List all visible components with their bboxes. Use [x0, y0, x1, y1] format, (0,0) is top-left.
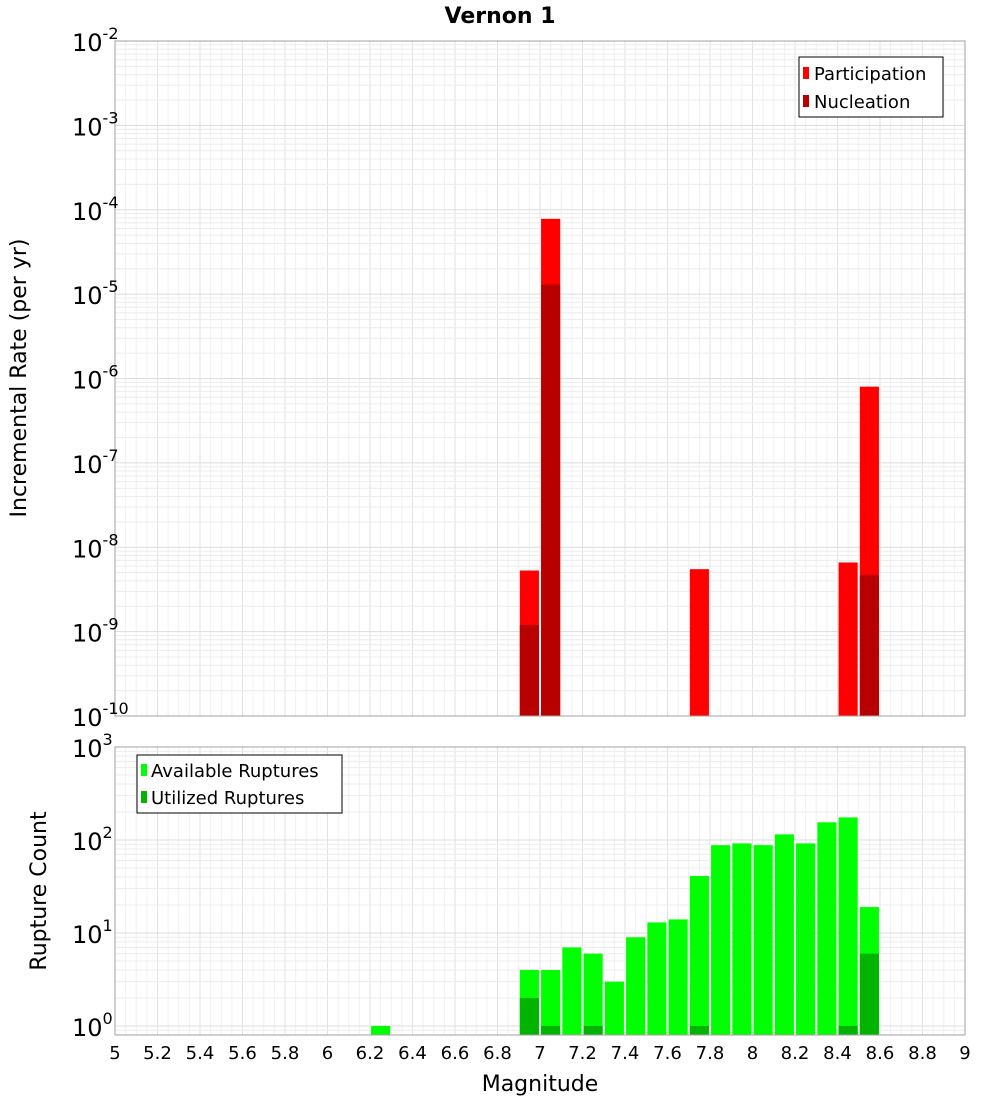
bar-count-series-1 — [859, 953, 879, 1035]
plot-frames — [114, 40, 966, 1036]
top-legend: Participation Nucleation — [798, 56, 944, 118]
x-tick-label: 8.8 — [908, 1043, 937, 1064]
bar-count-series-0 — [562, 947, 582, 1035]
bar-rate-series-0 — [689, 569, 709, 716]
bar-count-series-0 — [689, 876, 709, 1035]
y-tick-label: 103 — [72, 730, 113, 763]
y-tick-label: 10-2 — [72, 24, 119, 57]
bottom-legend: Available Ruptures Utilized Ruptures — [136, 754, 343, 814]
legend-label-available: Available Ruptures — [151, 761, 319, 782]
x-tick-label: 8.2 — [781, 1043, 810, 1064]
x-tick-label: 5.4 — [186, 1043, 215, 1064]
bar-count-series-0 — [753, 845, 773, 1035]
bar-count-series-0 — [774, 834, 794, 1035]
legend-swatch-participation — [803, 67, 809, 79]
legend-swatch-utilized — [141, 791, 147, 803]
top-legend-box — [798, 56, 944, 118]
legend-label-utilized: Utilized Ruptures — [151, 788, 304, 809]
legend-label-nucleation: Nucleation — [814, 92, 910, 113]
x-tick-label: 8.6 — [866, 1043, 895, 1064]
bar-rate-series-1 — [859, 574, 879, 716]
x-tick-label: 6 — [322, 1043, 333, 1064]
bar-count-series-0 — [732, 843, 752, 1035]
bar-count-series-0 — [817, 822, 837, 1035]
x-tick-label: 7.4 — [611, 1043, 640, 1064]
y-tick-label: 10-5 — [72, 277, 119, 310]
bars-layer — [371, 218, 879, 1035]
bottom-plot-frame — [114, 746, 966, 1036]
x-tick-label: 6.6 — [441, 1043, 470, 1064]
bar-count-series-0 — [796, 843, 816, 1035]
tick-labels: 10-10 10-9 10-8 10-7 10-6 10-5 10-4 10-3 10-2 100… — [72, 24, 971, 1064]
bar-count-series-1 — [583, 1025, 603, 1035]
y-tick-label: 10-3 — [72, 108, 119, 141]
x-tick-label: 7.8 — [696, 1043, 725, 1064]
bar-count-series-0 — [604, 981, 624, 1035]
y-tick-label: 10-10 — [72, 699, 129, 732]
legend-swatch-available — [141, 764, 147, 776]
x-tick-label: 8 — [747, 1043, 758, 1064]
x-tick-label: 6.8 — [483, 1043, 512, 1064]
legend-label-participation: Participation — [814, 64, 926, 85]
x-tick-label: 5.2 — [143, 1043, 172, 1064]
bar-count-series-0 — [583, 953, 603, 1035]
bar-count-series-1 — [838, 1025, 858, 1035]
x-tick-label: 7 — [534, 1043, 545, 1064]
bar-rate-series-1 — [541, 284, 561, 716]
bar-count-series-0 — [711, 845, 731, 1035]
x-tick-label: 5.6 — [228, 1043, 257, 1064]
x-tick-label: 7.6 — [653, 1043, 682, 1064]
bar-count-series-0 — [541, 969, 561, 1035]
x-tick-label: 6.2 — [356, 1043, 385, 1064]
bottom-legend-box — [136, 754, 343, 814]
bar-count-series-0 — [647, 922, 667, 1035]
bar-count-series-1 — [689, 1025, 709, 1035]
x-tick-label: 5.8 — [271, 1043, 300, 1064]
x-tick-label: 7.2 — [568, 1043, 597, 1064]
bar-rate-series-0 — [838, 562, 858, 716]
grid-lines — [114, 40, 966, 1036]
bar-count-series-0 — [371, 1025, 391, 1035]
top-plot-frame — [114, 40, 966, 717]
bar-rate-series-1 — [519, 624, 539, 716]
top-y-axis-label: Incremental Rate (per yr) — [7, 239, 32, 518]
y-tick-label: 102 — [72, 823, 113, 856]
bottom-y-axis-label: Rupture Count — [27, 811, 52, 971]
x-axis-label: Magnitude — [482, 1072, 599, 1097]
bar-count-series-0 — [626, 937, 646, 1035]
bar-count-series-1 — [541, 1025, 561, 1035]
x-tick-label: 6.4 — [398, 1043, 427, 1064]
x-tick-label: 5 — [109, 1043, 120, 1064]
bar-count-series-1 — [519, 997, 539, 1035]
chart-title: Vernon 1 — [445, 4, 556, 29]
y-tick-label: 10-9 — [72, 615, 119, 648]
bar-count-series-0 — [668, 919, 688, 1035]
x-tick-label: 8.4 — [823, 1043, 852, 1064]
x-tick-label: 9 — [959, 1043, 970, 1064]
y-tick-label: 100 — [72, 1009, 113, 1042]
y-tick-label: 10-8 — [72, 530, 119, 563]
y-tick-label: 101 — [72, 916, 113, 949]
y-tick-label: 10-6 — [72, 362, 119, 395]
y-tick-label: 10-4 — [72, 193, 119, 226]
bar-count-series-0 — [838, 817, 858, 1035]
y-tick-label: 10-7 — [72, 446, 119, 479]
legend-swatch-nucleation — [803, 95, 809, 107]
